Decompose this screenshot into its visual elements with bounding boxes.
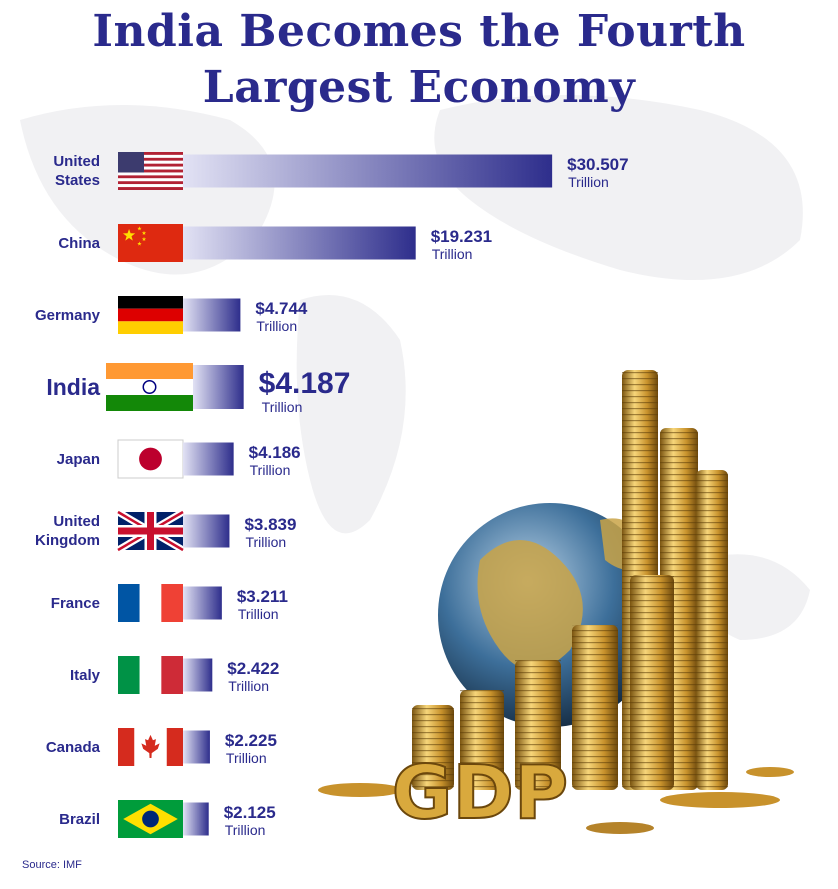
flag-part xyxy=(118,184,183,188)
gdp-illustration xyxy=(318,370,794,834)
flag-part xyxy=(118,527,183,535)
flag xyxy=(118,296,183,334)
category-label: Germany xyxy=(34,306,100,324)
bar xyxy=(183,514,230,548)
category-label: Canada xyxy=(45,738,100,756)
flag-part xyxy=(141,734,160,758)
unit-label: Trillion xyxy=(238,606,279,622)
category-label: India xyxy=(46,374,100,400)
unit-label: Trillion xyxy=(262,399,303,415)
flag-part xyxy=(118,187,183,190)
category-label: China xyxy=(58,234,100,252)
flag-part xyxy=(161,584,183,622)
unit-label: Trillion xyxy=(256,318,297,334)
flag-part xyxy=(139,447,162,471)
flag-part xyxy=(137,226,142,231)
bar xyxy=(183,586,222,620)
flag-part xyxy=(118,169,183,173)
flag xyxy=(117,439,184,479)
flag-part xyxy=(118,308,183,322)
globe-land xyxy=(477,518,650,670)
flag-part xyxy=(118,172,183,176)
flag-part xyxy=(118,175,183,179)
value-label: $2.225 xyxy=(225,731,277,750)
unit-label: Trillion xyxy=(568,174,609,190)
flag xyxy=(118,584,183,622)
flag-part xyxy=(166,728,183,766)
flag-part xyxy=(137,241,142,246)
flag-part xyxy=(118,584,140,622)
value-label: $19.231 xyxy=(431,227,492,246)
category-label: France xyxy=(50,594,100,612)
flag-part xyxy=(118,296,183,309)
flag-part xyxy=(161,656,183,694)
value-label: $4.744 xyxy=(255,299,308,318)
unit-label: Trillion xyxy=(245,534,286,550)
flag-part xyxy=(118,166,183,170)
flag-part xyxy=(118,160,183,164)
flag-part xyxy=(118,224,183,262)
value-label: $3.839 xyxy=(244,515,296,534)
flag-part xyxy=(142,810,159,828)
flag xyxy=(118,656,183,694)
category-label: Italy xyxy=(69,666,100,684)
flag-part xyxy=(118,728,135,766)
value-label: $4.186 xyxy=(249,443,301,462)
flag-part xyxy=(139,656,162,694)
coin-stacks xyxy=(318,370,794,834)
flag-part xyxy=(118,181,183,185)
flag-part xyxy=(106,379,193,395)
flag-part xyxy=(141,230,147,235)
flag xyxy=(118,728,183,766)
source: Source: IMF xyxy=(22,859,82,871)
bar xyxy=(183,730,210,764)
category-label: United States xyxy=(53,153,100,189)
bar xyxy=(183,298,241,332)
flag-part xyxy=(118,656,140,694)
flag-part xyxy=(118,178,183,182)
flag-part xyxy=(142,380,157,394)
category-label: United Kingdom xyxy=(35,513,100,549)
flag-part xyxy=(106,363,193,379)
unit-label: Trillion xyxy=(228,678,269,694)
flag xyxy=(118,224,183,262)
chart-title: India Becomes the Fourth Largest Economy xyxy=(92,6,746,113)
annotation: GDP xyxy=(392,750,568,836)
category-label: Japan xyxy=(56,450,100,468)
flag-part xyxy=(118,157,183,161)
flag-part xyxy=(141,236,147,242)
bar xyxy=(183,154,553,188)
flag xyxy=(106,363,193,411)
flag-part xyxy=(118,154,183,158)
value-label: $4.187 xyxy=(259,367,351,400)
flag-part xyxy=(118,152,144,173)
flag-part xyxy=(106,395,193,411)
unit-label: Trillion xyxy=(432,246,473,262)
flag-part xyxy=(118,152,183,155)
value-label: $2.125 xyxy=(224,803,276,822)
bar xyxy=(183,442,234,476)
flag-part xyxy=(122,228,136,241)
value-label: $2.422 xyxy=(227,659,279,678)
value-label: $3.211 xyxy=(237,587,288,606)
unit-label: Trillion xyxy=(225,822,266,838)
flag xyxy=(118,800,183,838)
flag-part xyxy=(118,321,183,334)
category-label: Brazil xyxy=(59,810,100,828)
flag-part xyxy=(139,584,162,622)
bar xyxy=(183,226,416,260)
value-label: $30.507 xyxy=(567,155,628,174)
unit-label: Trillion xyxy=(250,462,291,478)
flag-part xyxy=(118,163,183,167)
bar xyxy=(183,802,209,836)
flag xyxy=(118,152,183,190)
bar xyxy=(193,365,244,409)
unit-label: Trillion xyxy=(226,750,267,766)
flag xyxy=(116,508,185,554)
bar xyxy=(183,658,213,692)
